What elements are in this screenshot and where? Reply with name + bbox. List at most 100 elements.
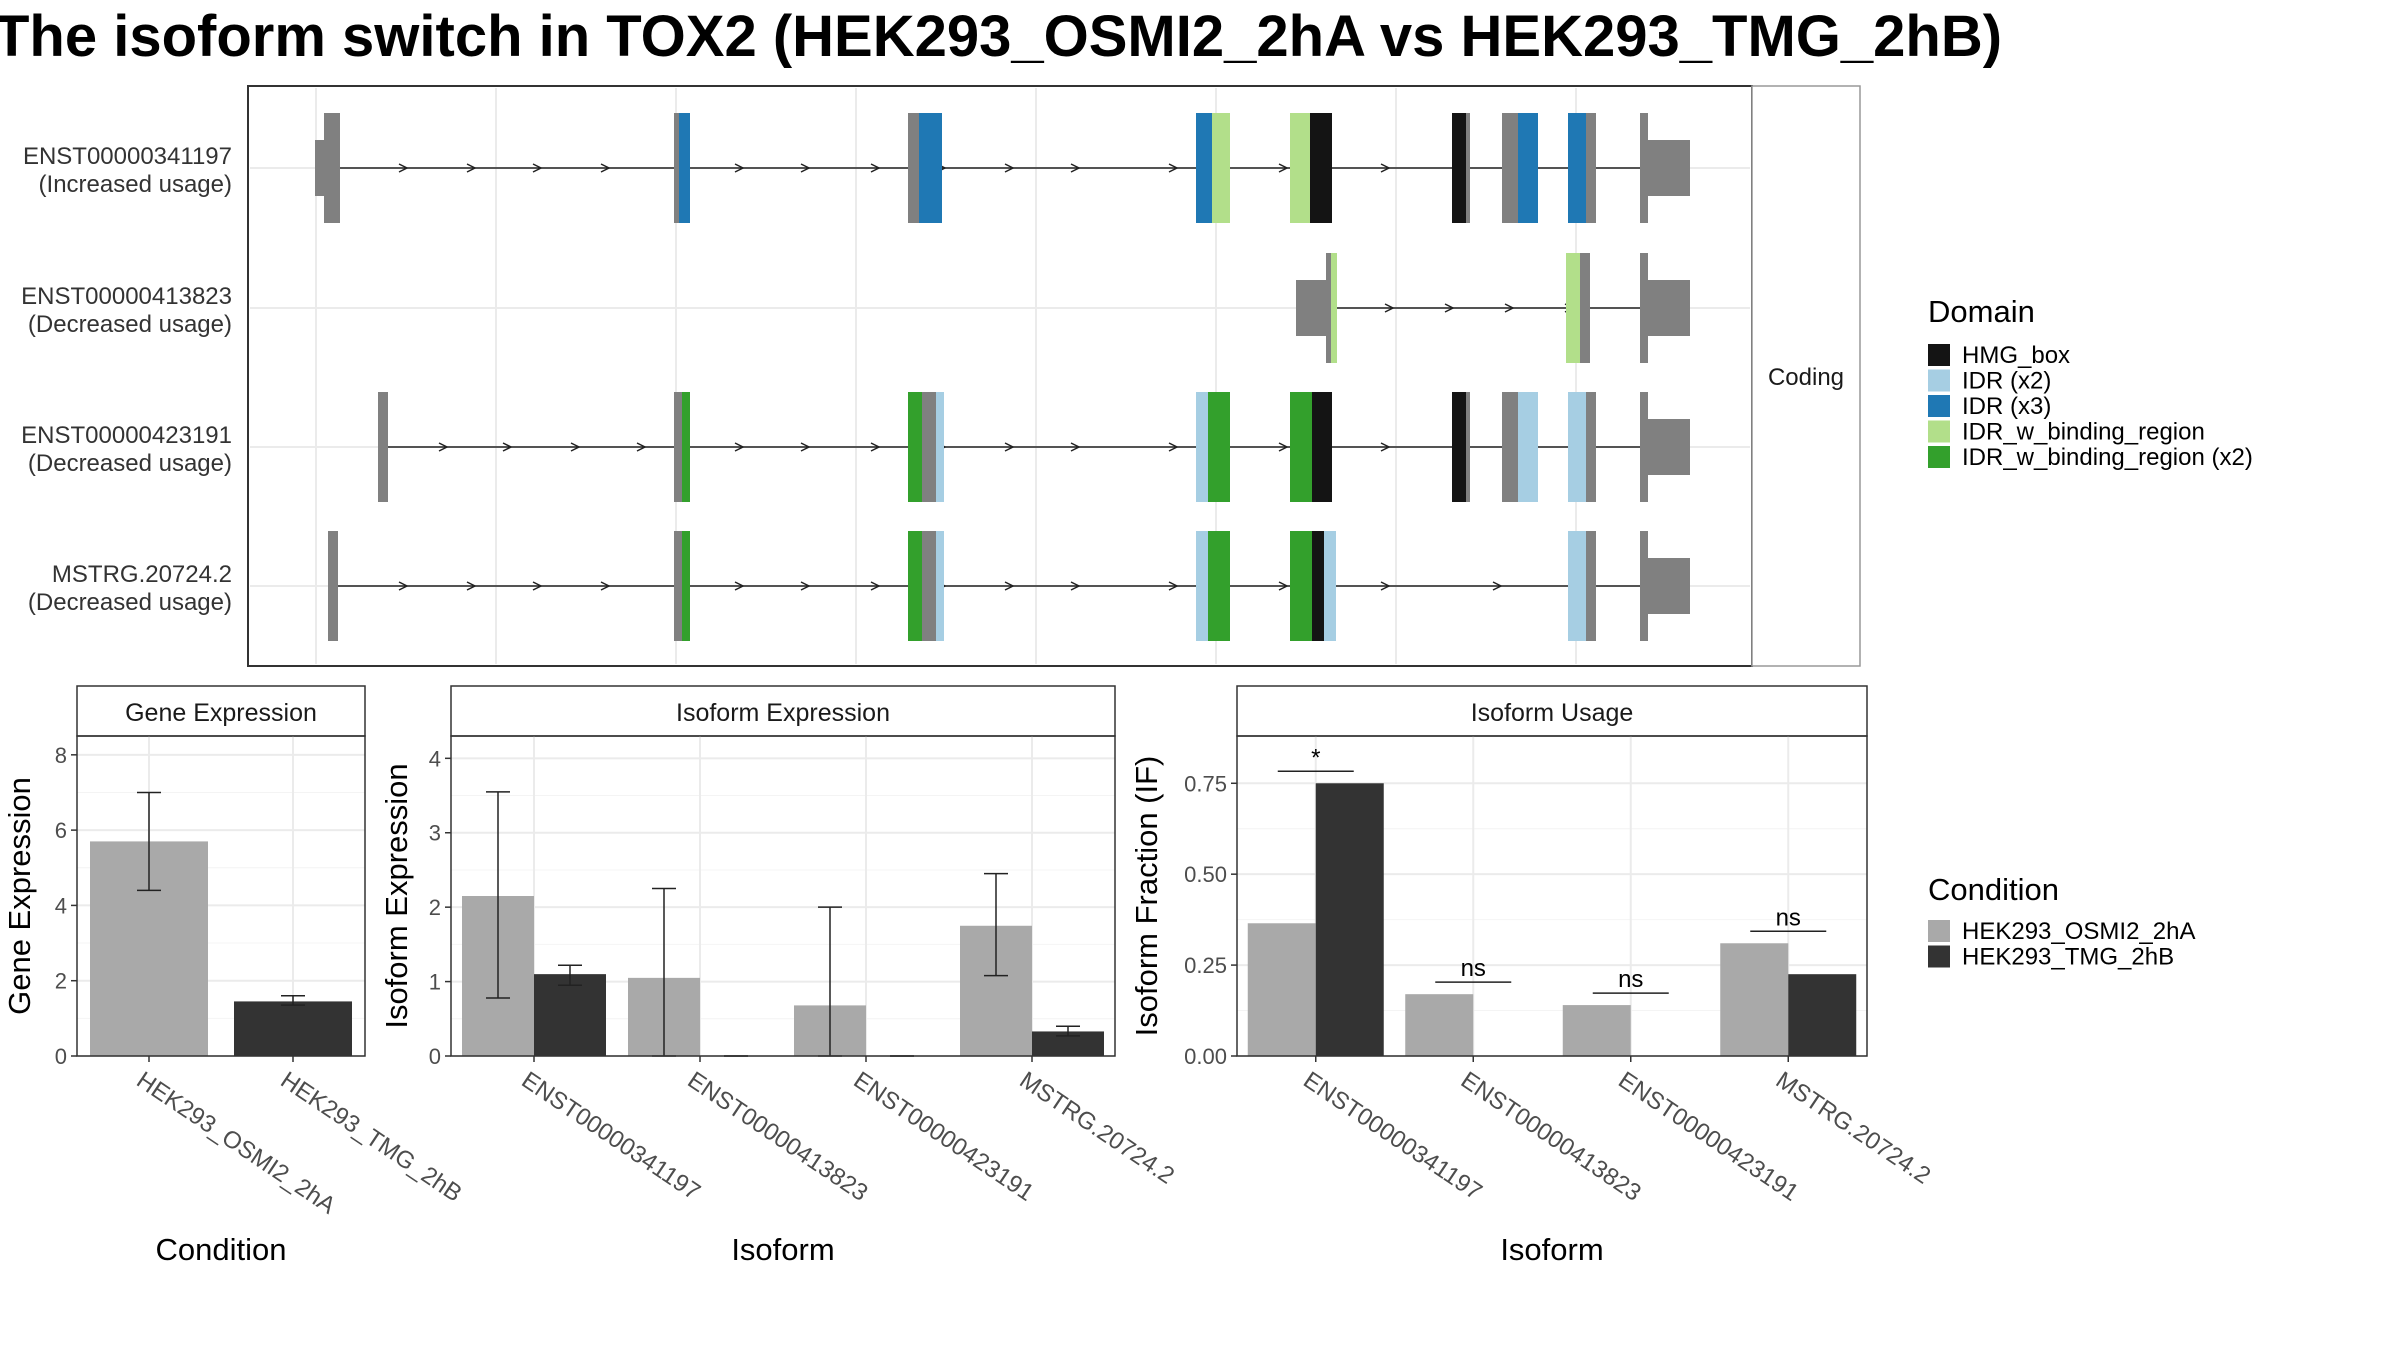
bar [534,974,606,1056]
domain-exon [1208,392,1230,502]
strand-arrow [600,163,611,173]
exon [1580,253,1590,363]
y-tick-label: 0 [429,1044,441,1069]
x-tick-label: MSTRG.20724.2 [1015,1067,1179,1190]
domain-exon [1196,392,1208,502]
strand-arrow [438,442,449,452]
strand-arrow [466,163,477,173]
domain-exon [1290,531,1312,641]
transcript-row [378,392,1690,502]
bar [1720,943,1789,1056]
strand-arrow [600,581,611,591]
bar [1405,994,1474,1056]
strand-arrow [800,442,811,452]
y-tick-label: 0.25 [1184,953,1227,978]
exon [1640,113,1648,223]
y-tick-label: 0.50 [1184,862,1227,887]
domain-exon [936,531,944,641]
strand-arrow [1504,303,1515,313]
strand-arrow [1168,442,1179,452]
strand-arrow [398,581,409,591]
domain-legend-swatch [1928,344,1950,366]
transcript-labels: ENST00000341197(Increased usage) ENST0000… [21,143,232,616]
strand-arrow [734,442,745,452]
strand-arrow [532,581,543,591]
chart-strip [1236,685,1868,737]
domain-exon [1196,113,1213,223]
y-tick-label: 4 [429,746,441,771]
strand-arrow [1070,442,1081,452]
chart-panel-border [450,735,1116,1057]
domain-exon [1196,531,1208,641]
x-tick-label: MSTRG.20724.2 [1771,1067,1935,1190]
domain-exon [919,113,940,223]
utr-exon [1648,280,1690,336]
domain-exon [1452,113,1466,223]
strand-arrow [734,581,745,591]
bar [234,1001,352,1056]
chart-title: Isoform Expression [676,699,890,727]
strand-arrow [1278,163,1289,173]
y-tick-label: 6 [55,818,67,843]
transcript-usage-label: (Decreased usage) [28,450,232,477]
significance-label: ns [1618,966,1643,993]
significance-label: ns [1776,904,1801,931]
strand-arrow [1492,581,1503,591]
domain-exon [1310,113,1332,223]
strand-arrow [1070,163,1081,173]
strand-arrow [870,581,881,591]
exon [674,392,684,502]
x-axis-label: Isoform [731,1232,834,1267]
strand-arrow [1004,442,1015,452]
isoform-expression-chart: Isoform Expression01234ENST00000341197EN… [379,685,1179,1267]
domain-exon [1208,531,1230,641]
exon [1466,113,1470,223]
strand-arrow [1168,581,1179,591]
y-tick-label: 1 [429,970,441,995]
strand-arrow [800,581,811,591]
strand-arrow [870,442,881,452]
domain-legend-swatch [1928,420,1950,443]
transcript-id-label: ENST00000423191 [21,422,232,449]
strand-arrow [466,581,477,591]
domain-exon [1312,392,1332,502]
domain-exon [1518,113,1538,223]
bar [1562,1005,1631,1056]
transcript-id-label: MSTRG.20724.2 [52,561,232,588]
chart-panel-border [1236,735,1868,1057]
transcript-structure-panel: ENST00000341197(Increased usage) ENST0000… [21,85,1861,667]
strand-arrow [502,442,513,452]
chart-title: Isoform Usage [1471,699,1634,727]
utr-exon [315,140,325,196]
transcript-usage-label: (Decreased usage) [28,311,232,338]
condition-legend-swatch [1928,945,1950,968]
domain-exon [908,392,922,502]
exon [908,113,922,223]
chart-strip [450,685,1116,737]
significance-label: ns [1461,955,1486,982]
domain-exon [1212,113,1230,223]
exon [324,113,340,223]
bar [1247,923,1316,1056]
domain-exon [936,113,942,223]
y-tick-label: 2 [429,895,441,920]
exon [1466,392,1470,502]
y-axis-label: Isoform Fraction (IF) [1129,756,1164,1037]
transcript-usage-label: (Increased usage) [39,171,232,198]
y-tick-label: 3 [429,821,441,846]
utr-exon [1648,419,1690,475]
facet-strip-label: Coding [1768,364,1844,391]
transcript-id-label: ENST00000341197 [23,143,232,170]
utr-exon [1648,558,1690,614]
domain-exon [1324,531,1336,641]
domain-exon [1290,113,1310,223]
x-tick-label: ENST00000423191 [849,1067,1039,1207]
domain-exon [679,113,690,223]
strand-arrow [1380,581,1391,591]
exon [674,531,684,641]
strand-arrow [734,163,745,173]
chart-title: Gene Expression [125,699,317,727]
domain-legend-label: HMG_box [1962,342,2070,369]
